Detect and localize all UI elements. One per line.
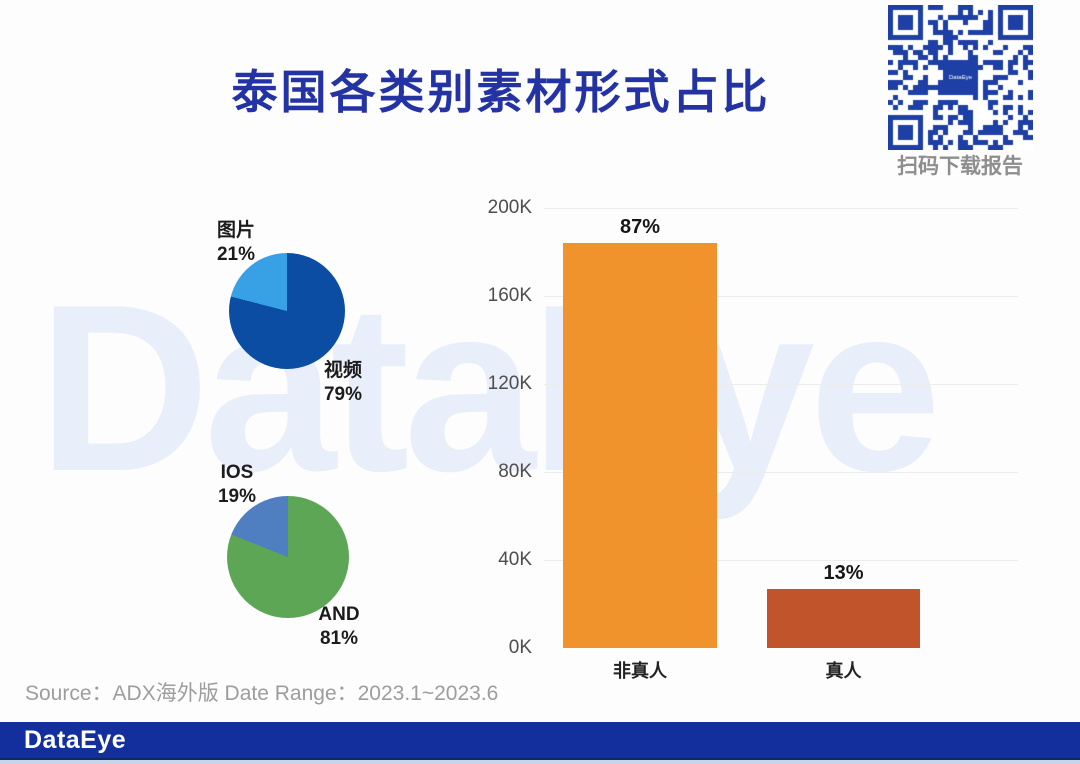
pie-label-image: 图片 21% (198, 219, 274, 267)
qr-caption: 扫码下载报告 (897, 155, 1023, 178)
qr-code-block (888, 5, 1033, 150)
footer-banner: DataEye (0, 722, 1080, 758)
pie-label-image-pct: 21% (216, 244, 256, 265)
y-tick-label: 40K (498, 549, 532, 570)
pie-chart-platform (227, 496, 349, 618)
x-axis-label-nonreal: 非真人 (613, 661, 667, 681)
footer-divider-dark (0, 758, 1080, 760)
pie-label-ios-pct: 19% (217, 486, 257, 507)
gridline (544, 296, 1018, 297)
qr-code (888, 5, 1033, 150)
bar-value-label-real: 13% (823, 562, 864, 584)
bar-group-real: 13% (767, 562, 920, 648)
y-tick-label: 160K (487, 285, 532, 306)
pie-label-video-name: 视频 (323, 360, 362, 381)
pie-label-android-pct: 81% (319, 628, 359, 649)
source-note: Source：ADX海外版 Date Range：2023.1~2023.6 (25, 682, 499, 705)
y-tick-label: 120K (487, 373, 532, 394)
bar-nonreal (563, 243, 717, 648)
pie-chart-material-format (229, 253, 345, 369)
pie-label-video-pct: 79% (323, 384, 363, 405)
pie-label-ios-name: IOS (220, 462, 254, 483)
dataeye-watermark: DataEye (38, 256, 941, 521)
gridline (544, 208, 1018, 209)
dataeye-logo: DataEye (24, 726, 127, 754)
x-axis-label-real: 真人 (825, 661, 862, 681)
page-title: 泰国各类别素材形式占比 (231, 66, 771, 118)
bar-real (767, 589, 920, 648)
gridline (544, 560, 1018, 561)
bar-group-nonreal: 87% (563, 216, 717, 648)
gridline (544, 384, 1018, 385)
pie-label-ios: IOS 19% (199, 461, 275, 509)
pie-label-android-name: AND (318, 604, 360, 625)
pie-label-image-name: 图片 (216, 220, 255, 241)
bar-chart-real-vs-nonreal: 87% 13% 非真人 真人 (540, 195, 1018, 681)
pie-label-video: 视频 79% (305, 359, 381, 407)
y-tick-label: 0K (508, 637, 532, 658)
y-tick-label: 80K (498, 461, 532, 482)
y-tick-label: 200K (487, 197, 532, 218)
pie-label-android: AND 81% (301, 603, 377, 651)
footer-divider-light (0, 760, 1080, 764)
bar-value-label-nonreal: 87% (619, 216, 661, 238)
gridline (544, 472, 1018, 473)
y-axis: 0K 40K 80K 120K 160K 200K (430, 195, 534, 665)
